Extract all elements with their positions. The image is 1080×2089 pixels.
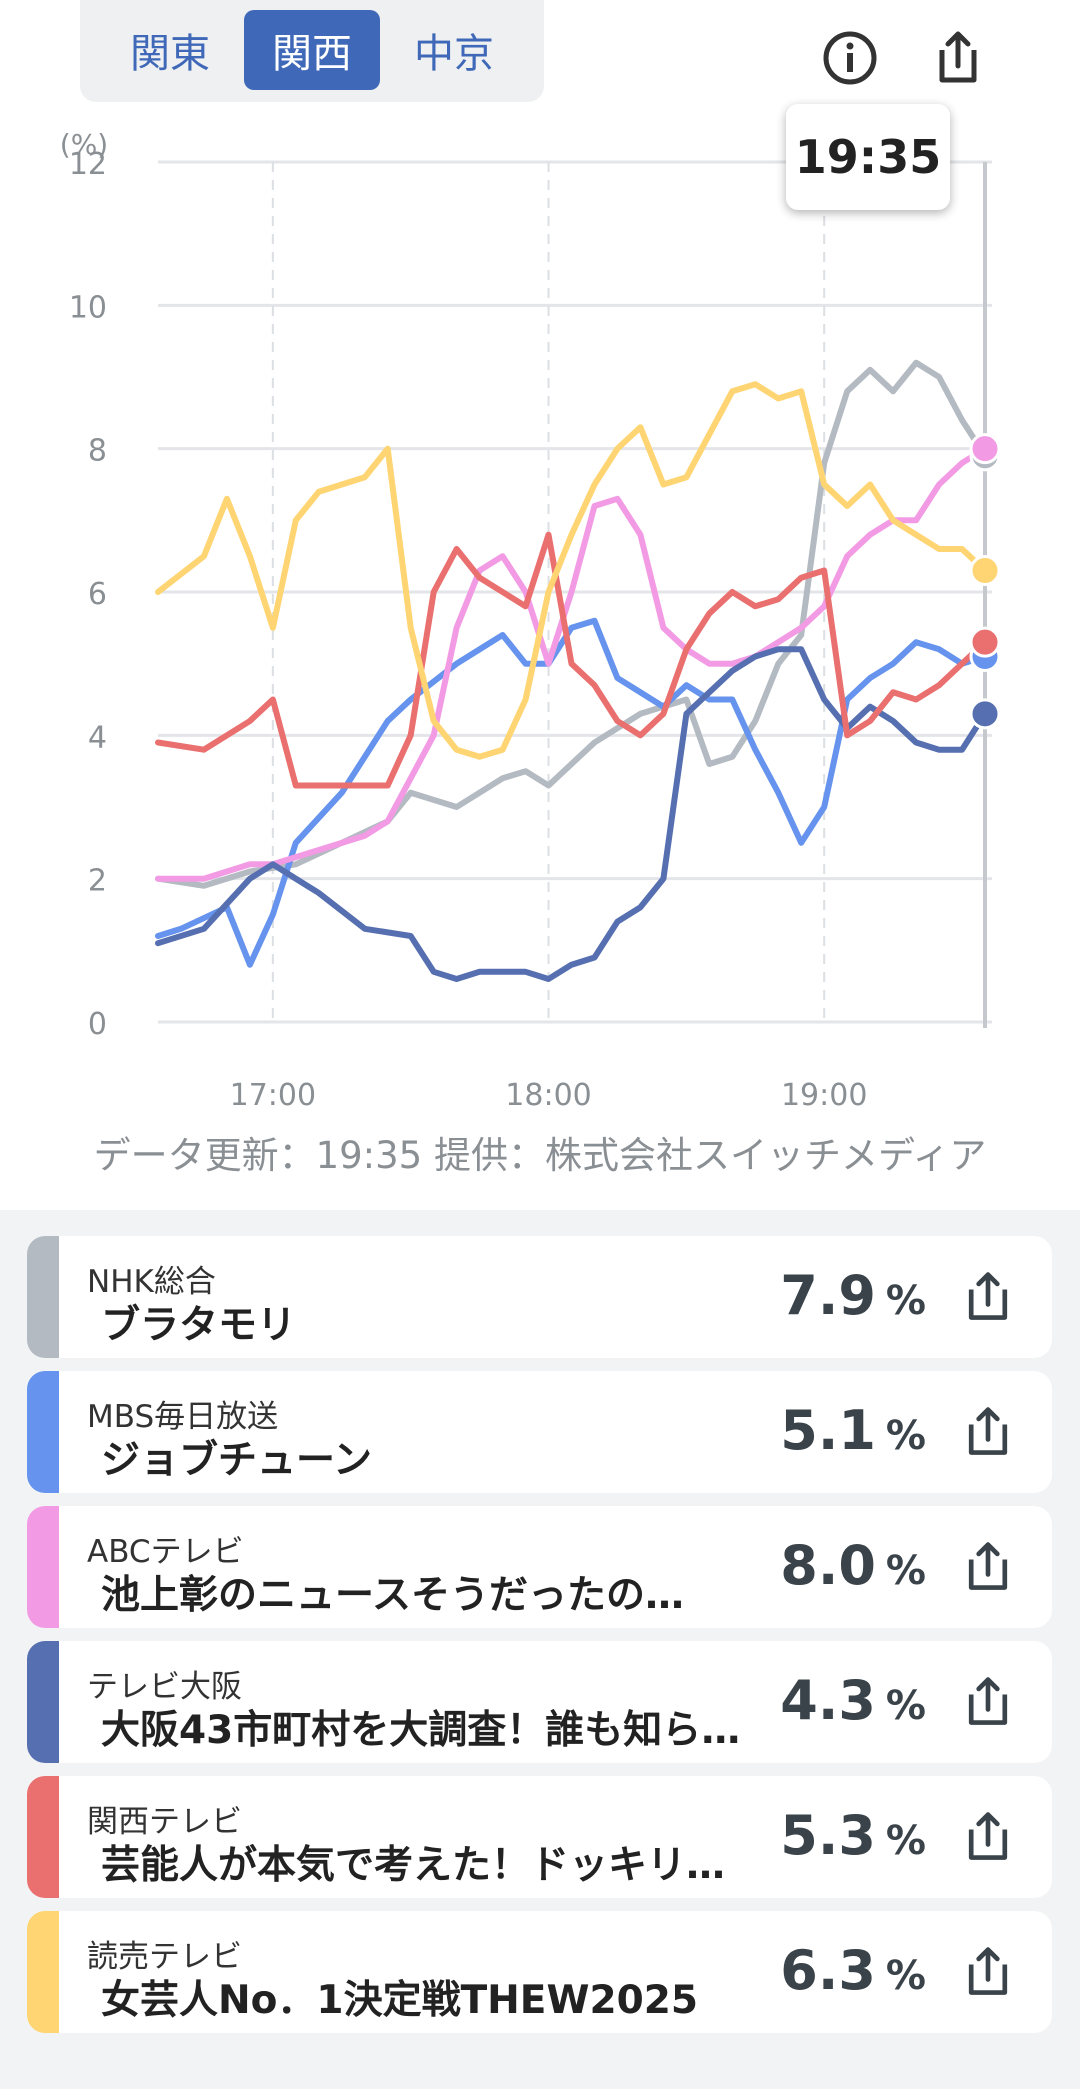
channel-name: MBS毎日放送 xyxy=(87,1399,279,1435)
y-tick-label: 4 xyxy=(88,720,107,755)
series-line xyxy=(155,445,988,882)
rating-value: 4.3% xyxy=(780,1669,926,1732)
rating-value: 8.0% xyxy=(780,1534,926,1597)
series-line xyxy=(155,359,988,889)
series-line xyxy=(155,531,988,789)
rating-value: 5.1% xyxy=(780,1399,926,1462)
rating-value: 7.9% xyxy=(780,1264,926,1327)
y-tick-label: 12 xyxy=(69,147,107,182)
program-title: 芸能人が本気で考えた！ドッキリ… xyxy=(101,1843,726,1888)
program-card-abc[interactable]: ABCテレビ 池上彰のニュースそうだったの… 8.0% xyxy=(27,1506,1052,1628)
program-card-ytv[interactable]: 読売テレビ 女芸人No．1決定戦THEW2025 6.3% xyxy=(27,1911,1052,2033)
program-card-tv-osaka[interactable]: テレビ大阪 大阪43市町村を大調査！誰も知ら… 4.3% xyxy=(27,1641,1052,1763)
channel-name: ABCテレビ xyxy=(87,1534,244,1570)
channel-name: テレビ大阪 xyxy=(87,1669,242,1705)
series-end-point xyxy=(969,626,1001,658)
tab-kansai[interactable]: 関西 xyxy=(244,10,380,90)
program-title: ブラタモリ xyxy=(101,1303,297,1348)
series-line xyxy=(155,617,988,968)
y-tick-label: 2 xyxy=(88,864,107,899)
y-tick-label: 6 xyxy=(88,577,107,612)
region-tab-bar: 関東 関西 中京 xyxy=(80,0,544,102)
program-title: 大阪43市町村を大調査！誰も知ら… xyxy=(101,1708,741,1753)
y-tick-label: 0 xyxy=(88,1007,107,1042)
channel-color-stripe xyxy=(27,1641,59,1763)
channel-name: 読売テレビ xyxy=(87,1939,242,1975)
share-icon[interactable] xyxy=(960,1538,1016,1596)
share-icon[interactable] xyxy=(960,1403,1016,1461)
time-tooltip: 19:35 xyxy=(786,104,950,210)
y-tick-label: 8 xyxy=(88,434,107,469)
rating-value: 5.3% xyxy=(780,1804,926,1867)
channel-color-stripe xyxy=(27,1236,59,1358)
info-icon[interactable] xyxy=(820,28,880,88)
tab-chukyo[interactable]: 中京 xyxy=(414,31,494,77)
share-icon[interactable] xyxy=(928,28,988,88)
data-credit: データ更新：19:35 提供：株式会社スイッチメディア xyxy=(93,1134,987,1177)
channel-name: 関西テレビ xyxy=(87,1804,242,1840)
series-end-point xyxy=(969,698,1001,730)
y-axis-unit-label: (%) xyxy=(60,128,108,161)
program-title: ジョブチューン xyxy=(101,1438,373,1483)
rating-value: 6.3% xyxy=(780,1939,926,2002)
tab-kanto[interactable]: 関東 xyxy=(130,31,210,77)
share-icon[interactable] xyxy=(960,1268,1016,1326)
share-icon[interactable] xyxy=(960,1808,1016,1866)
program-card-kansai-tv[interactable]: 関西テレビ 芸能人が本気で考えた！ドッキリ… 5.3% xyxy=(27,1776,1052,1898)
program-card-nhk[interactable]: NHK総合 ブラタモリ 7.9% xyxy=(27,1236,1052,1358)
series-end-point xyxy=(969,433,1001,465)
program-title: 池上彰のニュースそうだったの… xyxy=(101,1573,685,1618)
series-end-point xyxy=(969,555,1001,586)
share-icon[interactable] xyxy=(960,1943,1016,2001)
series-line xyxy=(155,646,988,982)
channel-color-stripe xyxy=(27,1911,59,2033)
x-tick-label: 19:00 xyxy=(781,1078,867,1113)
series-line xyxy=(155,381,988,760)
ratings-line-chart: 0 2 4 6 8 10 12 17:00 18:00 19:00 (%) xyxy=(60,128,1001,1113)
channel-color-stripe xyxy=(27,1776,59,1898)
channel-color-stripe xyxy=(27,1506,59,1628)
share-icon[interactable] xyxy=(960,1673,1016,1731)
channel-color-stripe xyxy=(27,1371,59,1493)
x-tick-label: 17:00 xyxy=(230,1078,316,1113)
program-title: 女芸人No．1決定戦THEW2025 xyxy=(101,1978,699,2023)
channel-name: NHK総合 xyxy=(87,1264,216,1300)
x-tick-label: 18:00 xyxy=(505,1078,591,1113)
program-card-mbs[interactable]: MBS毎日放送 ジョブチューン 5.1% xyxy=(27,1371,1052,1493)
program-list: NHK総合 ブラタモリ 7.9% MBS毎日放送 ジョブチューン 5.1% AB… xyxy=(0,1210,1080,2089)
y-tick-label: 10 xyxy=(69,290,107,325)
